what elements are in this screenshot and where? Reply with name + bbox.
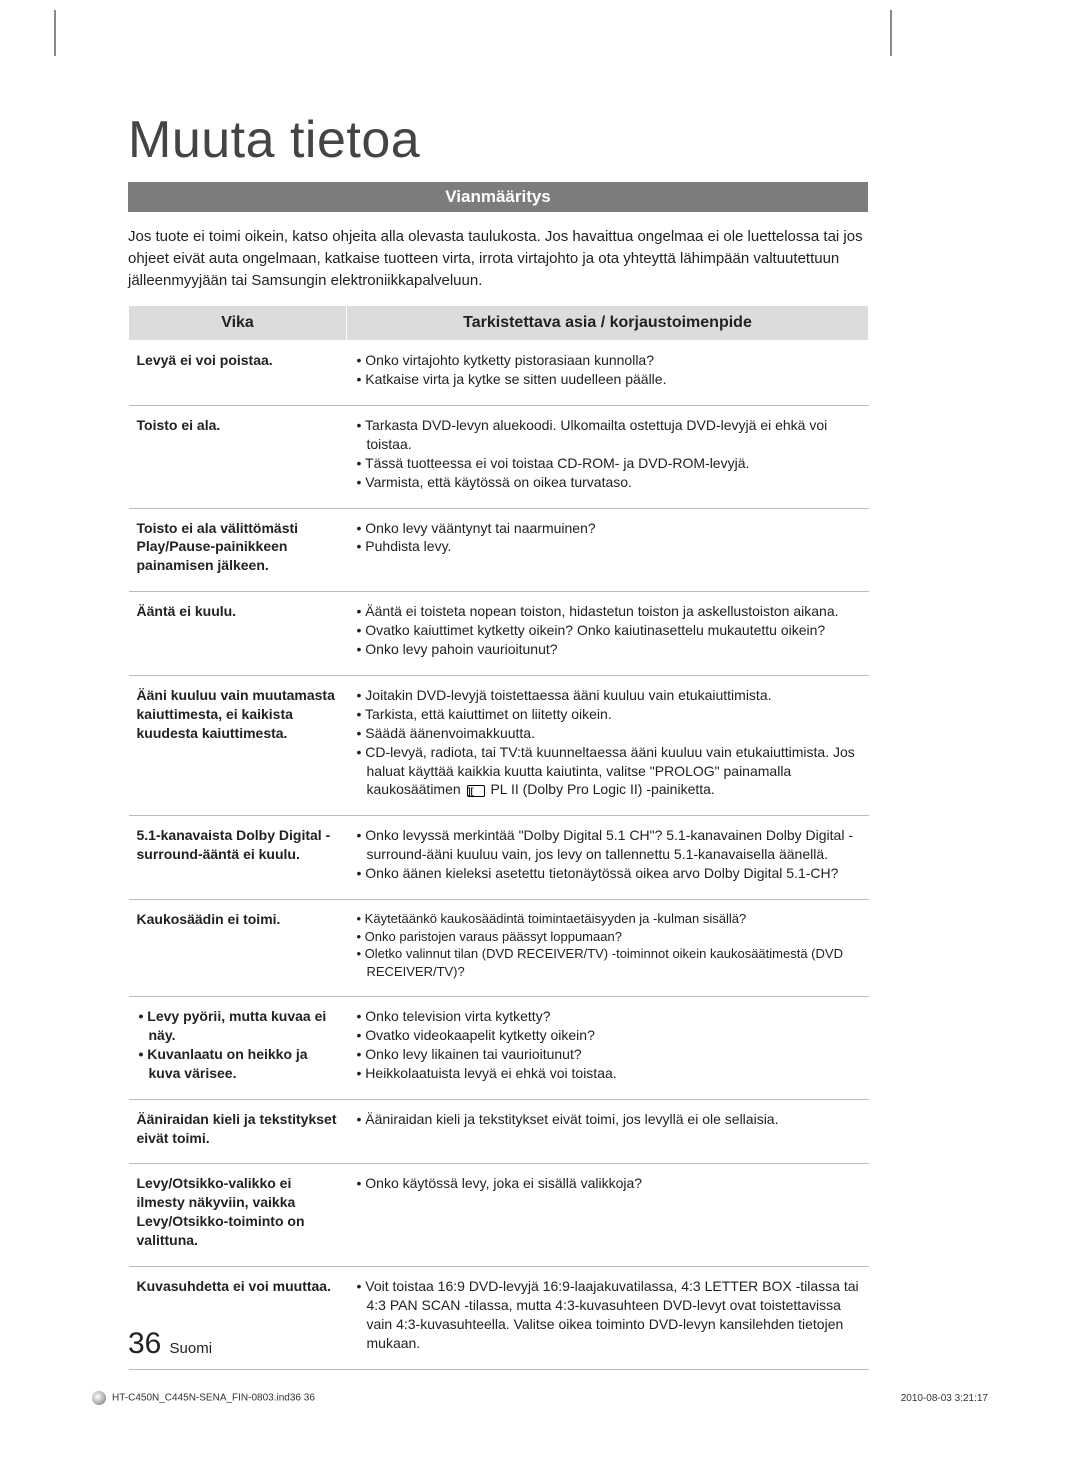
symptom-bullet: Kuvanlaatu on heikko ja kuva värisee. (137, 1045, 339, 1083)
print-footer: HT-C450N_C445N-SENA_FIN-0803.ind36 36 20… (92, 1391, 988, 1405)
table-row: Kuvasuhdetta ei voi muuttaa.Voit toistaa… (129, 1267, 869, 1370)
fix-item: Onko käytössä levy, joka ei sisällä vali… (355, 1174, 861, 1193)
page: Muuta tietoa Vianmääritys Jos tuote ei t… (0, 0, 1080, 1479)
symptom-cell: Ääni kuuluu vain muutamasta kaiuttimesta… (129, 675, 347, 815)
symptom-cell: Ääniraidan kieli ja tekstitykset eivät t… (129, 1099, 347, 1164)
fix-item: Joitakin DVD-levyjä toistettaessa ääni k… (355, 686, 861, 705)
col-symptom: Vika (129, 306, 347, 341)
fix-item: Onko levy vääntynyt tai naarmuinen? (355, 519, 861, 538)
fix-item: CD-levyä, radiota, tai TV:tä kuunneltaes… (355, 743, 861, 800)
symptom-cell: Levyä ei voi poistaa. (129, 341, 347, 406)
symptom-cell: Toisto ei ala. (129, 406, 347, 509)
fix-item: Ovatko kaiuttimet kytketty oikein? Onko … (355, 621, 861, 640)
symptom-bullet: Levy pyörii, mutta kuvaa ei näy. (137, 1007, 339, 1045)
fix-item: Onko levy pahoin vaurioitunut? (355, 640, 861, 659)
symptom-cell: Levy pyörii, mutta kuvaa ei näy.Kuvanlaa… (129, 997, 347, 1100)
table-row: 5.1-kanavaista Dolby Digital -surround-ä… (129, 816, 869, 900)
fix-cell: Joitakin DVD-levyjä toistettaessa ääni k… (347, 675, 869, 815)
fix-item: Tässä tuotteessa ei voi toistaa CD-ROM- … (355, 454, 861, 473)
fix-cell: Onko käytössä levy, joka ei sisällä vali… (347, 1164, 869, 1267)
fix-cell: Onko television virta kytketty?Ovatko vi… (347, 997, 869, 1100)
col-fix: Tarkistettava asia / korjaustoimenpide (347, 306, 869, 341)
table-row: Levy pyörii, mutta kuvaa ei näy.Kuvanlaa… (129, 997, 869, 1100)
table-row: Toisto ei ala välittömästi Play/Pause-pa… (129, 508, 869, 592)
page-title: Muuta tietoa (128, 110, 970, 170)
fix-item: Ovatko videokaapelit kytketty oikein? (355, 1026, 861, 1045)
crop-mark (54, 10, 56, 56)
fix-cell: Käytetäänkö kaukosäädintä toimintaetäisy… (347, 899, 869, 996)
fix-cell: Onko levyssä merkintää "Dolby Digital 5.… (347, 816, 869, 900)
footer-timestamp: 2010-08-03 3:21:17 (901, 1393, 988, 1404)
fix-item: Varmista, että käytössä on oikea turvata… (355, 473, 861, 492)
symptom-cell: Toisto ei ala välittömästi Play/Pause-pa… (129, 508, 347, 592)
fix-item: Onko äänen kieleksi asetettu tietonäytös… (355, 864, 861, 883)
fix-cell: Onko levy vääntynyt tai naarmuinen?Puhdi… (347, 508, 869, 592)
table-row: Kaukosäädin ei toimi. Käytetäänkö kaukosä… (129, 899, 869, 996)
table-row: Ääni kuuluu vain muutamasta kaiuttimesta… (129, 675, 869, 815)
fix-item: Onko levy likainen tai vaurioitunut? (355, 1045, 861, 1064)
page-footer: 36 Suomi (128, 1327, 212, 1361)
fix-item: Onko levyssä merkintää "Dolby Digital 5.… (355, 826, 861, 864)
fix-item: Ääntä ei toisteta nopean toiston, hidast… (355, 602, 861, 621)
fix-item: Tarkista, että kaiuttimet on liitetty oi… (355, 705, 861, 724)
fix-item: Puhdista levy. (355, 537, 861, 556)
fix-item: Heikkolaatuista levyä ei ehkä voi toista… (355, 1064, 861, 1083)
registration-dot (92, 1391, 106, 1405)
fix-item: Oletko valinnut tilan (DVD RECEIVER/TV) … (355, 945, 861, 980)
fix-cell: Onko virtajohto kytketty pistorasiaan ku… (347, 341, 869, 406)
symptom-cell: 5.1-kanavaista Dolby Digital -surround-ä… (129, 816, 347, 900)
fix-cell: Tarkasta DVD-levyn aluekoodi. Ulkomailta… (347, 406, 869, 509)
page-language: Suomi (170, 1340, 213, 1357)
table-row: Ääniraidan kieli ja tekstitykset eivät t… (129, 1099, 869, 1164)
fix-cell: Ääniraidan kieli ja tekstitykset eivät t… (347, 1099, 869, 1164)
fix-item: Käytetäänkö kaukosäädintä toimintaetäisy… (355, 910, 861, 928)
crop-mark (890, 10, 892, 56)
fix-item: Voit toistaa 16:9 DVD-levyjä 16:9-laajak… (355, 1277, 861, 1353)
fix-cell: Ääntä ei toisteta nopean toiston, hidast… (347, 592, 869, 676)
page-number: 36 (128, 1327, 161, 1360)
troubleshooting-table: Vika Tarkistettava asia / korjaustoimenp… (128, 305, 869, 1369)
intro-text: Jos tuote ei toimi oikein, katso ohjeita… (128, 226, 868, 291)
symptom-cell: Kaukosäädin ei toimi. (129, 899, 347, 996)
fix-item: Ääniraidan kieli ja tekstitykset eivät t… (355, 1110, 861, 1129)
pl2-icon: ][ (467, 785, 485, 797)
table-row: Toisto ei ala.Tarkasta DVD-levyn aluekoo… (129, 406, 869, 509)
fix-item: Onko paristojen varaus päässyt loppumaan… (355, 928, 861, 946)
table-row: Ääntä ei kuulu. Ääntä ei toisteta nopean … (129, 592, 869, 676)
symptom-cell: Ääntä ei kuulu. (129, 592, 347, 676)
fix-item: Katkaise virta ja kytke se sitten uudell… (355, 370, 861, 389)
fix-item: Onko virtajohto kytketty pistorasiaan ku… (355, 351, 861, 370)
symptom-cell: Levy/Otsikko-valikko ei ilmesty näkyviin… (129, 1164, 347, 1267)
section-heading: Vianmääritys (128, 182, 868, 212)
table-row: Levyä ei voi poistaa. Onko virtajohto kyt… (129, 341, 869, 406)
fix-cell: Voit toistaa 16:9 DVD-levyjä 16:9-laajak… (347, 1267, 869, 1370)
table-row: Levy/Otsikko-valikko ei ilmesty näkyviin… (129, 1164, 869, 1267)
footer-file: HT-C450N_C445N-SENA_FIN-0803.ind36 36 (112, 1393, 315, 1404)
fix-item: Onko television virta kytketty? (355, 1007, 861, 1026)
fix-item: Tarkasta DVD-levyn aluekoodi. Ulkomailta… (355, 416, 861, 454)
fix-item: Säädä äänenvoimakkuutta. (355, 724, 861, 743)
